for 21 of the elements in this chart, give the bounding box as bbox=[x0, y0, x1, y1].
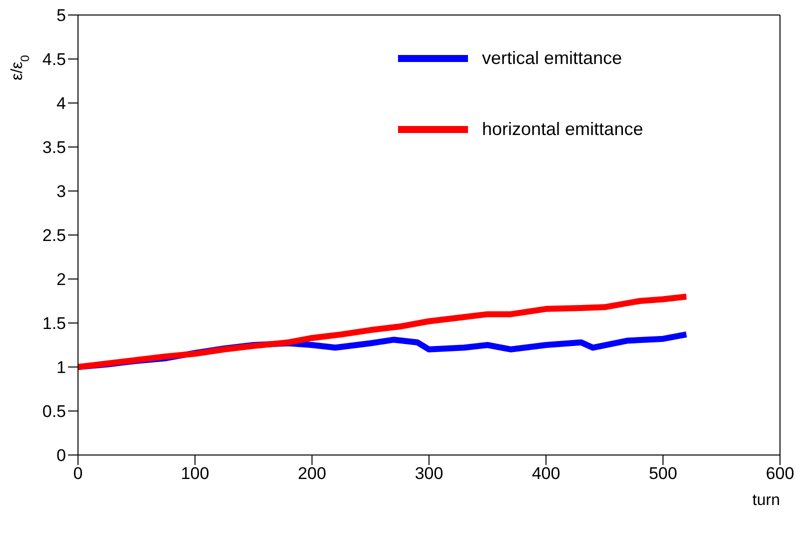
x-tick-label: 400 bbox=[532, 464, 560, 484]
x-tick-label: 600 bbox=[766, 464, 794, 484]
y-tick-label: 4 bbox=[56, 94, 66, 114]
legend-label: horizontal emittance bbox=[482, 119, 644, 140]
y-tick-label: 0.5 bbox=[42, 402, 66, 422]
y-tick-label: 1 bbox=[56, 358, 66, 378]
y-tick-label: 2 bbox=[56, 270, 66, 290]
y-tick-label: 2.5 bbox=[42, 226, 66, 246]
y-tick-label: 3.5 bbox=[42, 138, 66, 158]
y-tick-label: 3 bbox=[56, 182, 66, 202]
y-tick-label: 1.5 bbox=[42, 314, 66, 334]
x-tick-label: 100 bbox=[180, 464, 210, 484]
x-tick-label: 300 bbox=[414, 464, 444, 484]
legend-label: vertical emittance bbox=[482, 48, 622, 69]
x-tick-label: 500 bbox=[648, 464, 678, 484]
y-tick-label: 5 bbox=[56, 6, 66, 26]
x-tick-label: 200 bbox=[298, 464, 326, 484]
y-tick-label: 0 bbox=[56, 446, 66, 466]
y-tick-label: 4.5 bbox=[42, 50, 66, 70]
x-tick-label: 0 bbox=[73, 464, 83, 484]
x-axis-title: turn bbox=[752, 492, 780, 509]
